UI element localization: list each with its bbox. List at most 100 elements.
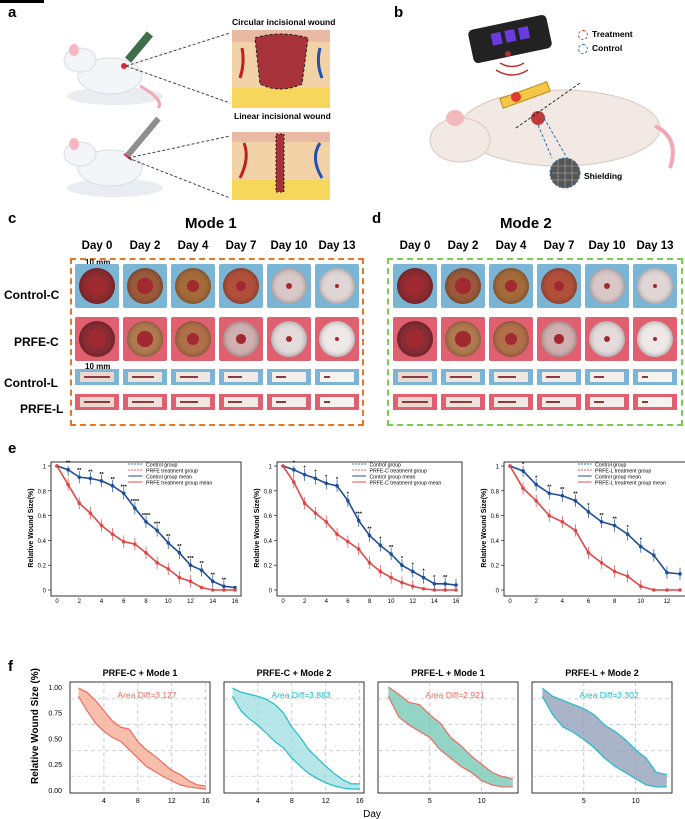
linear-wound-scar bbox=[132, 401, 154, 403]
wound-photo bbox=[393, 264, 437, 308]
upper-line bbox=[388, 686, 513, 780]
wound-photo bbox=[219, 264, 263, 308]
linear-wound-photo bbox=[219, 369, 263, 385]
wound-core bbox=[335, 284, 339, 288]
significance-star: *** bbox=[355, 512, 362, 518]
chart-e-frame bbox=[276, 461, 463, 597]
x-tick-label: 2 bbox=[303, 599, 307, 605]
linear-wound-photo bbox=[123, 394, 167, 410]
linear-wound-scar bbox=[324, 401, 330, 403]
significance-star: ** bbox=[547, 484, 552, 490]
mode2-frame bbox=[387, 258, 683, 426]
significance-star: ** bbox=[77, 468, 82, 474]
linear-wound-scar bbox=[402, 376, 428, 378]
significance-star: * bbox=[627, 525, 630, 531]
legend-label: Control group bbox=[370, 463, 402, 469]
linear-wound-scar bbox=[276, 401, 286, 403]
x-tick-label: 2 bbox=[534, 599, 538, 605]
linear-wound-photo bbox=[315, 369, 359, 385]
data-point bbox=[199, 585, 204, 590]
x-tick-label: 16 bbox=[356, 798, 364, 805]
y-tick-label: 0.8 bbox=[264, 489, 273, 495]
linear-wound-photo bbox=[441, 394, 485, 410]
data-point bbox=[55, 464, 59, 468]
wound-core bbox=[88, 330, 106, 348]
wound-core bbox=[285, 282, 293, 290]
wound-photo bbox=[441, 264, 485, 308]
y-tick-label: 1.00 bbox=[48, 685, 62, 692]
linear-wound-photo bbox=[489, 394, 533, 410]
chart-f-frame bbox=[377, 681, 519, 794]
data-point bbox=[421, 586, 426, 591]
linear-wound-scar bbox=[228, 376, 242, 378]
linear-wound-bed bbox=[590, 397, 624, 407]
y-tick-label: 0 bbox=[43, 589, 47, 595]
linear-wound-scar bbox=[276, 376, 286, 378]
x-tick-label: 16 bbox=[232, 599, 239, 605]
day-label: Day 7 bbox=[225, 240, 257, 252]
wound-core bbox=[455, 278, 471, 294]
day-label: Day 13 bbox=[636, 240, 674, 252]
significance-star: ** bbox=[66, 461, 71, 467]
linear-wound-photo bbox=[267, 394, 311, 410]
x-tick-label: 10 bbox=[632, 798, 640, 805]
linear-wound-scar bbox=[594, 401, 604, 403]
linear-wound-scar bbox=[594, 376, 604, 378]
panel-letter-f: f bbox=[8, 658, 13, 675]
linear-wound-scar bbox=[498, 376, 516, 378]
x-tick-label: 5 bbox=[582, 798, 586, 805]
row-label-control-l: Control-L bbox=[4, 376, 58, 390]
row-label-control-c: Control-C bbox=[4, 288, 60, 302]
control-legend-icon bbox=[578, 44, 588, 54]
data-point bbox=[508, 464, 512, 468]
mode2-title: Mode 2 bbox=[500, 215, 552, 232]
legend-label: Control group mean bbox=[146, 475, 192, 481]
legend-label: PRFE-C treatment group bbox=[370, 469, 427, 475]
scale-bar-bottom bbox=[0, 1, 44, 3]
linear-wound-scar bbox=[498, 401, 516, 403]
data-point bbox=[678, 588, 682, 592]
panel-f-x-label: Day bbox=[363, 809, 381, 819]
linear-wound-scar bbox=[84, 376, 110, 378]
panel-letter-c: c bbox=[8, 210, 17, 227]
significance-star: * bbox=[412, 562, 415, 568]
significance-star: ** bbox=[88, 469, 93, 475]
x-tick-label: 6 bbox=[122, 599, 126, 605]
data-point bbox=[281, 464, 285, 468]
legend-label: PRFE treatment group mean bbox=[146, 481, 212, 487]
wound-core bbox=[186, 279, 200, 293]
linear-wound-scar bbox=[546, 376, 560, 378]
chart-f-frame bbox=[531, 681, 673, 794]
y-tick-label: 0 bbox=[269, 589, 273, 595]
linear-wound-photo bbox=[75, 369, 119, 385]
x-tick-label: 12 bbox=[187, 599, 194, 605]
linear-wound-scar bbox=[450, 401, 472, 403]
wound-core bbox=[406, 277, 424, 295]
mode1-title: Mode 1 bbox=[185, 215, 237, 232]
wound-core bbox=[603, 282, 611, 290]
x-tick-label: 8 bbox=[368, 599, 372, 605]
data-point bbox=[432, 588, 437, 592]
x-tick-label: 8 bbox=[136, 798, 140, 805]
wound-photo bbox=[633, 264, 677, 308]
area-diff-label: Area Diff=2.921 bbox=[425, 690, 484, 700]
y-tick-label: 0.4 bbox=[38, 539, 47, 545]
y-tick-label: 0.6 bbox=[264, 514, 273, 520]
area-fill bbox=[78, 688, 206, 789]
chart-f-3: 5 10 PRFE-L + Mode 2 Area Diff=3.302 bbox=[531, 668, 673, 805]
wound-photo bbox=[315, 317, 359, 361]
circular-wound-label: Circular incisional wound bbox=[232, 17, 336, 27]
data-point bbox=[443, 588, 447, 592]
x-tick-label: 6 bbox=[346, 599, 350, 605]
area-diff-label: Area Diff=3.883 bbox=[271, 690, 330, 700]
wound-photo bbox=[171, 317, 215, 361]
day-label: Day 7 bbox=[543, 240, 575, 252]
data-point bbox=[210, 588, 215, 592]
x-tick-label: 4 bbox=[102, 798, 106, 805]
linear-wound-bed bbox=[590, 372, 624, 382]
y-tick-label: 0.50 bbox=[48, 736, 62, 743]
x-tick-label: 10 bbox=[388, 599, 395, 605]
significance-star: * bbox=[347, 492, 350, 498]
wound-core bbox=[88, 277, 106, 295]
wound-core bbox=[504, 279, 518, 293]
